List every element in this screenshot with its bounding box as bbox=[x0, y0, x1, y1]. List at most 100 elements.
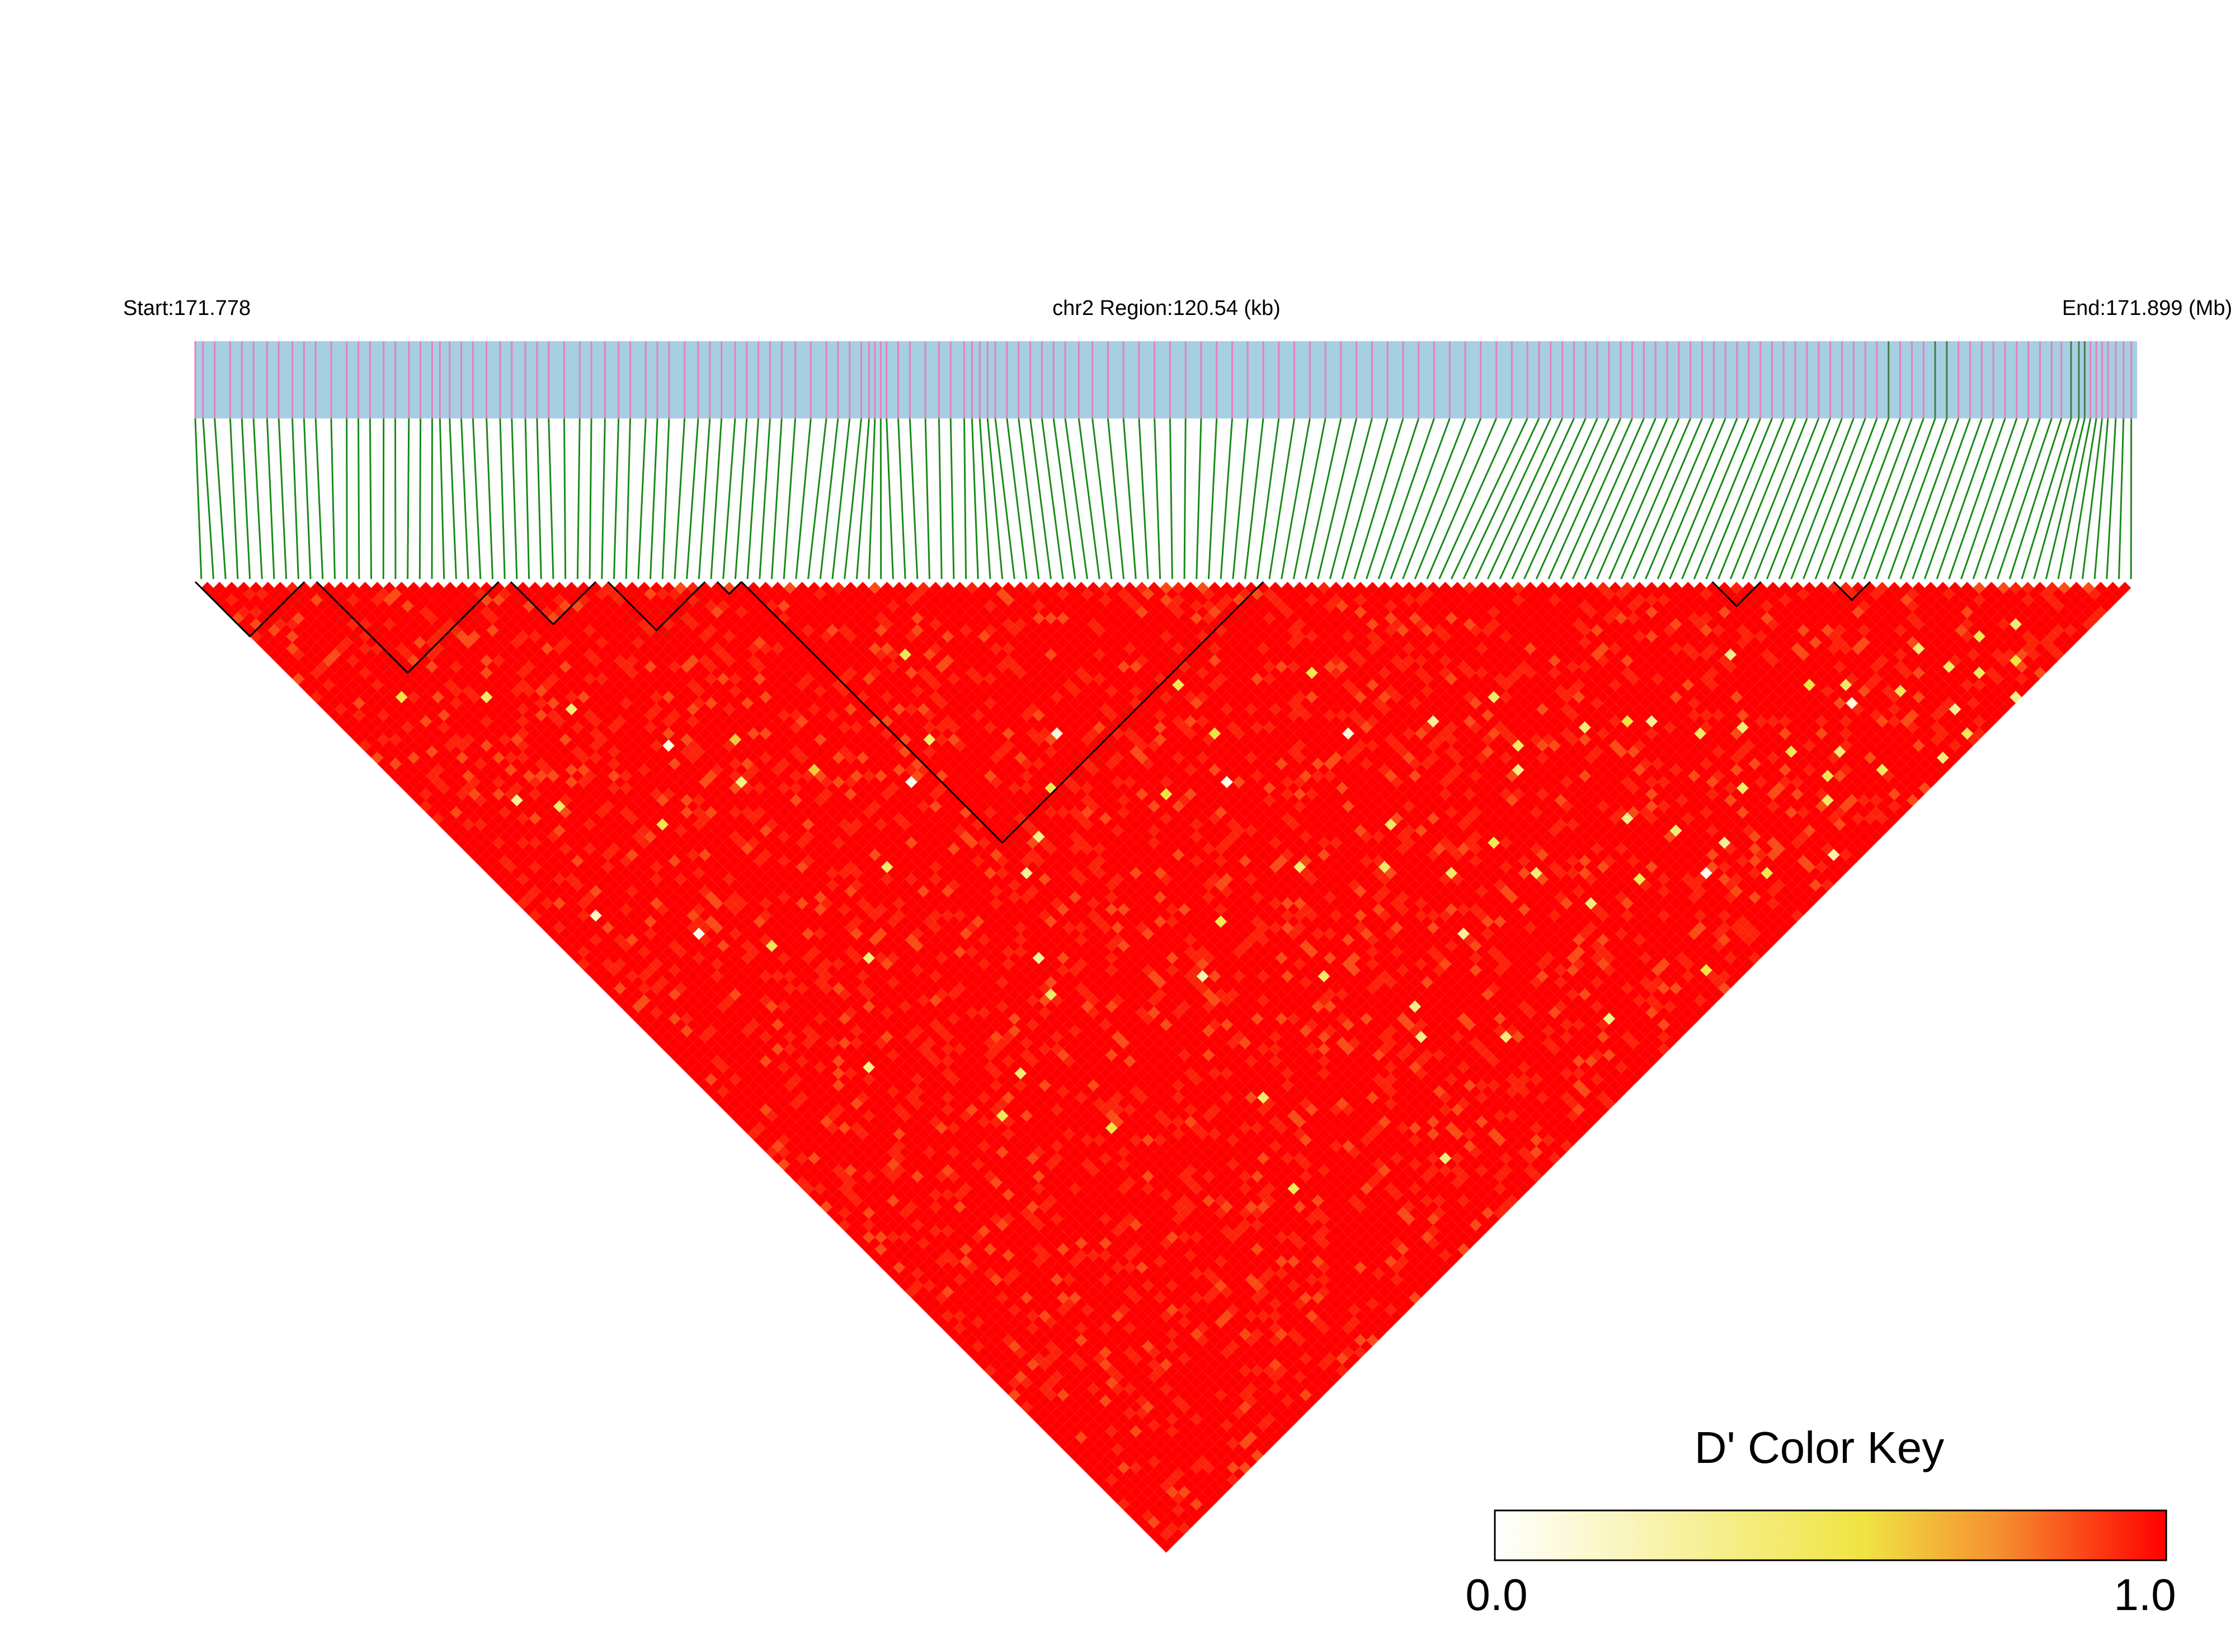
snp-connector bbox=[2057, 418, 2092, 580]
ld-cell bbox=[662, 970, 675, 982]
snp-connector bbox=[1402, 418, 1466, 580]
ld-cell bbox=[541, 885, 553, 898]
ld-cell bbox=[335, 655, 347, 667]
snp-connector bbox=[194, 418, 203, 580]
ld-cell bbox=[529, 860, 542, 873]
ld-cell bbox=[942, 1273, 954, 1286]
ld-cell bbox=[286, 642, 299, 655]
ld-cell bbox=[1032, 1389, 1045, 1401]
ld-cell bbox=[280, 648, 293, 661]
ld-cell bbox=[462, 830, 474, 843]
ld-cell bbox=[335, 691, 347, 703]
ld-cell bbox=[874, 1243, 887, 1256]
snp-connector bbox=[252, 418, 263, 580]
snp-connector bbox=[844, 418, 863, 580]
ld-cell bbox=[1147, 1528, 1160, 1541]
ld-cell bbox=[426, 745, 438, 758]
ld-cell bbox=[1087, 1467, 1100, 1480]
ld-cell bbox=[802, 1158, 815, 1171]
ld-cell bbox=[857, 1213, 869, 1225]
snp-connector bbox=[1972, 418, 2030, 580]
ld-cell bbox=[601, 982, 614, 995]
snp-connector bbox=[1875, 418, 1936, 580]
snp-connector bbox=[1077, 418, 1100, 580]
ld-cell bbox=[371, 703, 384, 716]
ld-cell bbox=[1063, 1419, 1075, 1432]
ld-cell bbox=[250, 582, 262, 594]
ld-cell bbox=[335, 679, 347, 691]
ld-cell bbox=[711, 1030, 723, 1043]
ld-cell bbox=[1044, 1364, 1057, 1377]
ld-cell bbox=[310, 642, 323, 655]
ld-cell bbox=[1142, 1486, 1154, 1498]
ld-cell bbox=[571, 915, 584, 928]
ld-cell bbox=[401, 721, 414, 734]
ld-cell bbox=[347, 679, 359, 691]
ld-cell bbox=[1032, 1364, 1045, 1377]
ld-cell bbox=[893, 1213, 906, 1225]
snp-connector bbox=[1029, 418, 1052, 580]
snp-connector bbox=[1366, 418, 1420, 580]
ld-cell bbox=[371, 715, 384, 728]
ld-cell bbox=[693, 1073, 705, 1086]
snp-connector bbox=[1535, 418, 1610, 580]
ld-cell bbox=[753, 1109, 766, 1122]
ld-cell bbox=[844, 1176, 857, 1189]
ld-cell bbox=[1044, 1389, 1057, 1401]
ld-cell bbox=[590, 958, 602, 971]
ld-cell bbox=[298, 642, 311, 655]
ld-cell bbox=[237, 582, 250, 594]
ld-cell bbox=[802, 1170, 815, 1183]
ld-cell bbox=[1130, 1449, 1142, 1462]
ld-cell bbox=[377, 745, 390, 758]
ld-cell bbox=[571, 928, 584, 940]
ld-cell bbox=[1123, 1455, 1136, 1468]
ld-cell bbox=[389, 757, 402, 770]
ld-cell bbox=[869, 1213, 881, 1225]
ld-cell bbox=[844, 1213, 857, 1225]
ld-cell bbox=[559, 939, 572, 952]
snp-connector bbox=[1305, 418, 1342, 580]
ld-cell bbox=[905, 1273, 917, 1286]
ld-cell bbox=[1008, 1364, 1021, 1377]
ld-cell bbox=[420, 727, 432, 740]
snp-connector bbox=[734, 418, 748, 580]
ld-cell bbox=[420, 740, 432, 752]
ld-cell bbox=[953, 1286, 966, 1298]
ld-cell bbox=[789, 1158, 802, 1171]
snp-connector bbox=[1475, 418, 1552, 580]
ld-cell bbox=[863, 1218, 875, 1231]
ld-cell bbox=[511, 843, 523, 855]
region-bar bbox=[195, 341, 2137, 418]
ld-cell bbox=[1111, 1455, 1124, 1468]
ld-cell bbox=[1130, 1486, 1142, 1498]
ld-cell bbox=[480, 836, 493, 849]
ld-cell bbox=[923, 1243, 936, 1256]
ld-cell bbox=[917, 1297, 930, 1310]
ld-cell bbox=[917, 1237, 930, 1250]
ld-cell bbox=[826, 1182, 839, 1195]
ld-cell bbox=[863, 1243, 875, 1256]
ld-cell bbox=[935, 1279, 948, 1292]
ld-cell bbox=[1057, 1413, 1069, 1425]
ld-cell bbox=[1172, 1516, 1185, 1529]
ld-cell bbox=[1002, 1371, 1015, 1383]
ld-cell bbox=[1063, 1431, 1075, 1444]
ld-cell bbox=[838, 1158, 851, 1171]
ld-cell bbox=[1081, 1449, 1094, 1462]
ld-cell bbox=[298, 606, 311, 619]
snp-connector bbox=[1244, 418, 1264, 580]
ld-cell bbox=[341, 697, 354, 709]
ld-cell bbox=[462, 770, 474, 782]
ld-cell bbox=[874, 1194, 887, 1207]
snp-connector bbox=[1462, 418, 1540, 580]
ld-cell bbox=[1117, 1461, 1130, 1474]
ld-cell bbox=[559, 903, 572, 916]
ld-cell bbox=[298, 666, 311, 679]
ld-cell bbox=[401, 757, 414, 770]
ld-cell bbox=[844, 1225, 857, 1237]
ld-cell bbox=[838, 1146, 851, 1159]
ld-cell bbox=[1044, 1376, 1057, 1389]
ld-cell bbox=[1020, 1364, 1033, 1377]
ld-cell bbox=[498, 818, 511, 831]
